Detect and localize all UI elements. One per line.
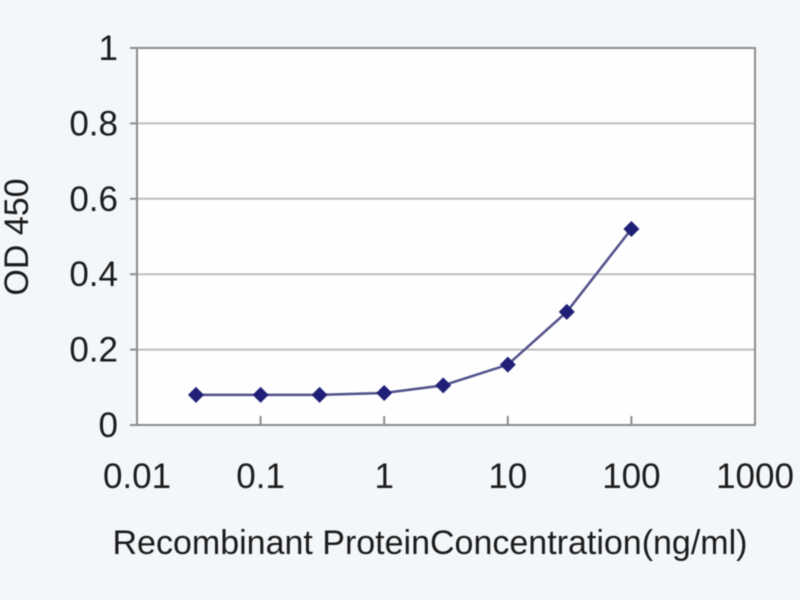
- plot-area: [137, 48, 755, 425]
- x-tick-label: 100: [602, 457, 660, 496]
- data-point-marker: [623, 220, 640, 237]
- y-tick-label: 0.4: [69, 255, 118, 294]
- plot-border: [136, 47, 756, 426]
- plot-background: [137, 48, 755, 425]
- data-point-marker: [187, 386, 204, 403]
- y-tick-label: 0: [99, 406, 118, 445]
- y-tick-label: 1: [99, 29, 118, 68]
- data-point-marker: [435, 377, 452, 394]
- y-tick-label: 0.2: [69, 331, 118, 370]
- tick-labels: 0.01 0.1 1 10 100 1000 0 0.2 0.4 0.6 0.8 1: [69, 29, 794, 496]
- gridlines: [137, 122, 755, 351]
- y-tick-label: 0.8: [69, 104, 118, 143]
- data-series: [187, 220, 640, 403]
- data-point-marker: [558, 303, 575, 320]
- data-point-marker: [376, 384, 393, 401]
- tick-marks: [130, 47, 756, 426]
- axes: [136, 47, 756, 426]
- x-tick-label: 1000: [716, 457, 794, 496]
- y-axis-title: OD 450: [0, 178, 36, 295]
- x-tick-label: 10: [488, 457, 527, 496]
- data-point-marker: [499, 356, 516, 373]
- data-point-marker: [252, 386, 269, 403]
- x-tick-label: 1: [374, 457, 393, 496]
- x-tick-label: 0.1: [236, 457, 285, 496]
- y-tick-label: 0.6: [69, 180, 118, 219]
- data-point-marker: [311, 386, 328, 403]
- x-axis-title: Recombinant ProteinConcentration(ng/ml): [113, 524, 748, 562]
- series-line: [195, 228, 633, 397]
- x-tick-label: 0.01: [103, 457, 171, 496]
